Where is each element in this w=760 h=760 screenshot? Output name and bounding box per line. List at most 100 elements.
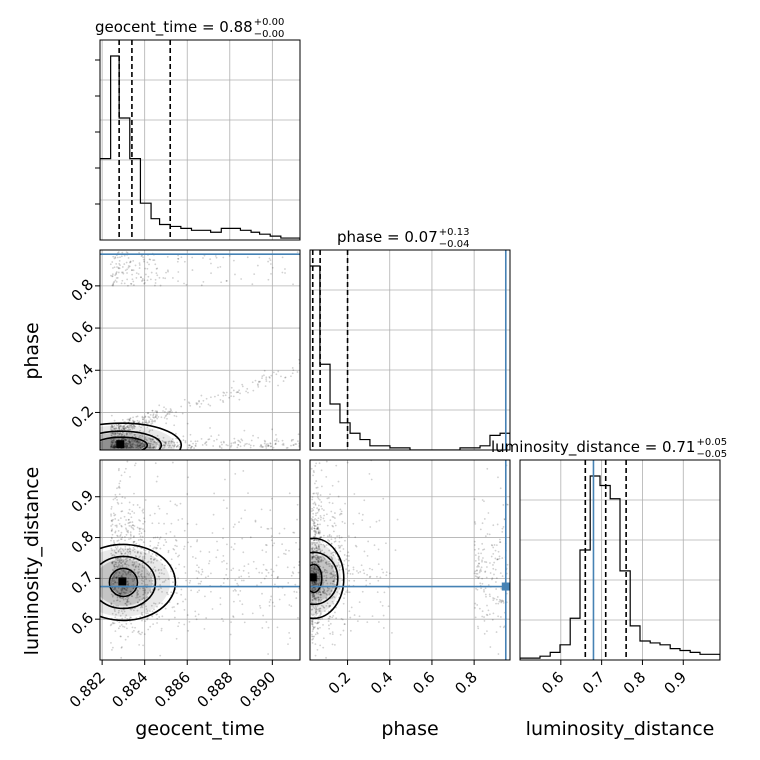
sample-point [173,445,175,448]
sample-point [132,564,135,567]
sample-point [287,643,289,645]
sample-point [314,626,316,628]
sample-point [332,429,334,431]
sample-point [297,440,299,443]
sample-point [219,266,222,268]
sample-point [148,573,150,576]
title-geocent_time: geocent_time = 0.88 +0.00−0.00 [95,17,284,40]
sample-point [124,591,127,594]
sample-point [173,444,176,447]
sample-point [162,544,165,547]
sample-point [130,426,132,429]
sample-point [261,549,264,552]
sample-point [132,587,135,590]
sample-point [499,541,501,543]
sample-point [238,569,241,572]
sample-point [229,445,232,448]
sample-point [385,542,387,545]
sample-point [482,549,484,551]
sample-point [325,563,328,566]
sample-point [153,441,155,443]
sample-point [314,582,317,585]
sample-point [290,375,292,378]
sample-point [330,572,333,575]
sample-point [249,536,252,539]
sample-point [499,625,502,628]
sample-point [136,546,139,549]
sample-point [310,510,313,513]
sample-point [489,595,491,598]
sample-point [343,522,346,525]
sample-point [396,518,399,521]
sample-point [501,600,504,603]
sample-point [143,520,146,523]
sample-point [382,614,385,617]
sample-point [130,432,133,435]
sample-point [483,560,486,563]
sample-point [156,605,158,608]
sample-point [334,573,337,576]
sample-point [149,572,151,575]
sample-point [489,572,492,574]
sample-point [115,557,118,560]
sample-point [127,284,129,287]
sample-point [131,443,134,446]
sample-point [319,549,322,552]
sample-point [131,631,134,634]
sample-point [319,548,321,551]
sample-point [314,581,317,584]
sample-point [137,566,140,568]
sample-point [139,437,142,440]
sample-point [322,587,325,590]
sample-point [356,570,358,572]
sample-point [110,581,112,584]
sample-point [317,568,320,571]
sample-point [162,447,164,450]
sample-point [141,566,144,569]
sample-point [500,601,503,604]
sample-point [126,580,129,583]
y-tick-label: 0.8 [68,276,98,306]
ylabel-luminosity_distance: luminosity_distance [21,467,43,656]
sample-point [317,531,320,534]
sample-point [331,616,334,619]
sample-point [118,548,121,551]
sample-point [163,416,166,419]
sample-point [118,423,120,426]
sample-point [315,541,318,544]
sample-point [116,581,118,584]
sample-point [239,392,241,395]
sample-point [118,426,121,429]
sample-point [345,558,348,561]
sample-point [124,426,126,429]
sample-point [312,474,314,477]
sample-point [166,591,168,594]
sample-point [141,556,144,558]
sample-point [118,259,121,262]
sample-point [315,610,318,613]
sample-point [313,521,316,524]
sample-point [492,612,495,615]
title-main: luminosity_distance = 0.71 [491,438,695,457]
xlabel-phase: phase [381,718,438,740]
sample-point [171,606,174,609]
sample-point [500,600,503,603]
sample-point [114,630,117,633]
sample-point [189,447,192,450]
sample-point [141,582,143,585]
sample-point [151,610,154,613]
sample-point [118,563,121,566]
x-tick-label: 0.2 [325,668,355,698]
sample-point [320,536,322,539]
sample-point [317,627,319,630]
sample-point [322,591,325,594]
sample-point [111,444,113,446]
sample-point [474,554,477,557]
sample-point [262,563,265,566]
sample-point [358,512,361,515]
sample-point [204,595,206,598]
sample-point [120,558,123,561]
contour-line [100,555,157,610]
sample-point [138,445,140,448]
sample-point [143,444,146,447]
